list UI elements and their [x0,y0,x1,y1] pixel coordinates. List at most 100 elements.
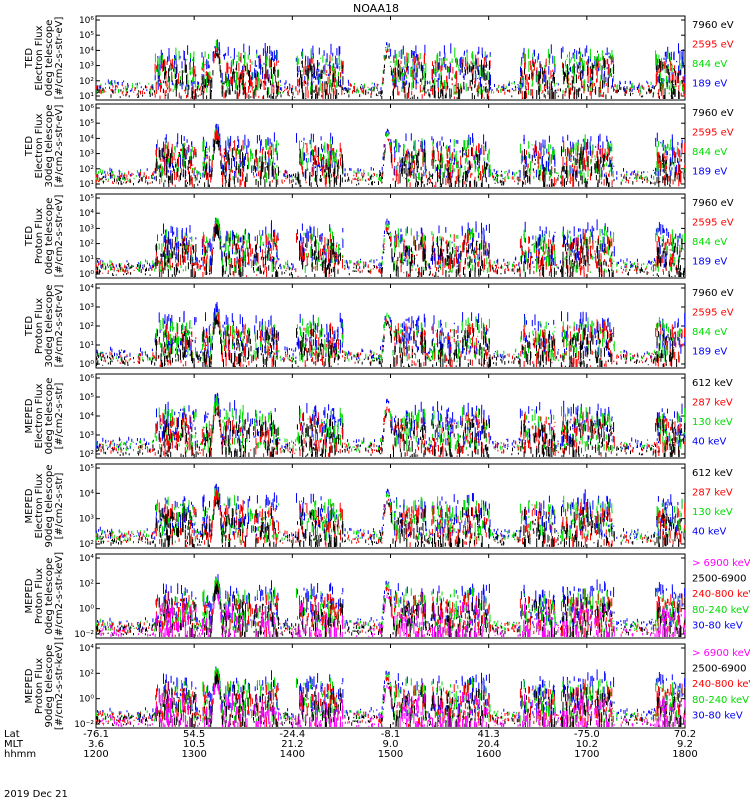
y-axis-label-line: TED [24,226,35,247]
series-magenta-marks [100,682,686,727]
y-tick-label: 10² [79,579,94,589]
legend-entry: 240-800 keV [692,679,750,690]
y-axis-label-line: [#/cm2-s-str-eV] [54,17,65,100]
legend-entry: 844 eV [692,59,727,70]
legend-entry: 130 keV [692,507,733,518]
y-tick-label: 10² [79,450,94,460]
legend-entry: 2595 eV [692,40,734,51]
footer-value: 1800 [672,749,697,760]
y-tick-label: 10⁵ [79,119,94,129]
y-axis-label-line: [#/cm2-s-str] [54,472,65,539]
y-tick-label: 10⁰ [79,360,94,370]
series-black-marks [95,223,685,277]
y-tick-label: 10⁴ [79,412,94,422]
panel-7: 10⁻² 10⁰ 10² 10⁴ MEPED Proton Flux 0deg telesc… [24,552,750,640]
y-tick-label: 10² [79,540,94,550]
series-red-marks [95,223,682,277]
footer-value: 1200 [83,749,108,760]
legend-entry: 2595 eV [692,128,734,139]
y-axis-label-line: Proton Flux [34,568,45,624]
panel-1: 10¹ 10² 10³ 10⁴ 10⁵ 10⁶ TED Electron Flux 0deg t… [24,15,734,102]
legend-entry: 130 keV [692,417,733,428]
y-tick-label: 10⁴ [79,489,94,499]
legend-entry: 2500-6900 [692,574,747,585]
y-tick-label: 10¹ [79,341,94,351]
footer-value: -76.1 [83,729,109,740]
legend-entry: 844 eV [692,147,727,158]
legend-entry: 40 keV [692,437,726,448]
y-tick-label: 10³ [79,431,94,441]
footer-value: 70.2 [674,729,696,740]
series-black-marks [97,50,686,99]
footer: Lat -76.1 54.5 -24.4 -8.1 41.3 -75.0 70.2 MLT 3.6… [4,729,698,760]
legend-entry: 189 eV [692,257,727,268]
legend-entry: 240-800 keV [692,589,750,600]
legend-entry: 80-240 keV [692,605,749,616]
y-axis-label-line: 0deg telescope [44,198,55,275]
y-axis-label-line: MEPED [24,578,35,613]
footer-value: -75.0 [574,729,600,740]
y-tick-label: 10⁴ [79,46,94,56]
legend-entry: 7960 eV [692,108,734,119]
legend-entry: 2595 eV [692,308,734,319]
panel-3: 10⁰ 10¹ 10² 10³ 10⁴ 10⁵ TED Proton Flux 0deg tel… [24,193,734,280]
footer-row-name: Lat [4,729,20,740]
y-axis-label-line: 30deg telescope [44,104,55,187]
y-axis-label-line: Electron Flux [34,113,45,178]
y-tick-label: 10⁴ [79,284,94,294]
panel-4: 10⁰ 10¹ 10² 10³ 10⁴ TED Proton Flux 30deg teles… [24,283,734,370]
y-tick-label: 10⁶ [79,374,94,384]
footer-value: 1500 [378,749,403,760]
y-tick-label: 10⁻² [74,720,94,730]
y-tick-label: 10⁰ [79,695,94,705]
y-axis-label: MEPED Electron Flux 0deg telescope [#/cm2-s… [24,378,65,455]
y-axis-label-line: Proton Flux [34,208,45,264]
legend-entry: 30-80 keV [692,710,743,721]
panel-6: 10² 10³ 10⁴ 10⁵ MEPED Electron Flux 90deg tele… [24,463,733,550]
series-black-marks [96,406,686,457]
y-axis-label: MEPED Proton Flux 0deg telescope [#/cm2-s-s… [24,552,65,640]
legend-entry: 2500-6900 [692,664,747,675]
series-magenta-marks [100,592,686,637]
y-tick-label: 10⁴ [79,554,94,564]
y-tick-label: 10⁵ [79,31,94,41]
legend-entry: 287 keV [692,488,733,499]
footer-value: 54.5 [183,729,205,740]
y-axis-label: TED Electron Flux 0deg telescope [#/cm2-s-s… [24,17,65,100]
legend-entry: 612 keV [692,468,733,479]
y-axis-label-line: TED [24,316,35,337]
y-axis-label-line: Proton Flux [34,658,45,714]
y-axis-label-line: 90deg telescope [44,644,55,727]
y-axis-label-line: Electron Flux [34,383,45,448]
y-tick-label: 10⁵ [79,393,94,403]
legend-entry: 30-80 keV [692,620,743,631]
footer-value: 10.2 [576,739,598,750]
y-tick-label: 10⁴ [79,644,94,654]
y-axis-label-line: [#/cm2-s-str-eV] [54,285,65,368]
y-axis-label-line: [#/cm2-s-str-keV] [54,642,65,730]
y-tick-label: 10² [79,165,94,175]
date-label: 2019 Dec 21 [4,789,68,800]
y-tick-label: 10⁻² [74,630,94,640]
legend-entry: > 6900 keV [692,558,750,569]
footer-row-name: hhmm [4,749,36,760]
y-axis-label-line: [#/cm2-s-str-eV] [54,105,65,188]
y-axis-label-line: MEPED [24,398,35,433]
y-axis-label-line: Proton Flux [34,298,45,354]
chart-title: NOAA18 [353,2,399,15]
panel-5: 10² 10³ 10⁴ 10⁵ 10⁶ MEPED Electron Flux 0deg te… [24,373,733,460]
footer-value: 41.3 [478,729,500,740]
legend-entry: 844 eV [692,237,727,248]
y-tick-label: 10³ [79,303,94,313]
series-black-marks [100,498,686,547]
y-axis-label: TED Proton Flux 30deg telescope [#/cm2-s-st… [24,284,65,367]
y-tick-label: 10³ [79,150,94,160]
legend-entry: 40 keV [692,527,726,538]
y-axis-label-line: Electron Flux [34,25,45,90]
footer-value: 1600 [476,749,501,760]
y-axis-label-line: 90deg telescope [44,464,55,547]
footer-value: 3.6 [88,739,104,750]
legend-entry: 189 eV [692,347,727,358]
